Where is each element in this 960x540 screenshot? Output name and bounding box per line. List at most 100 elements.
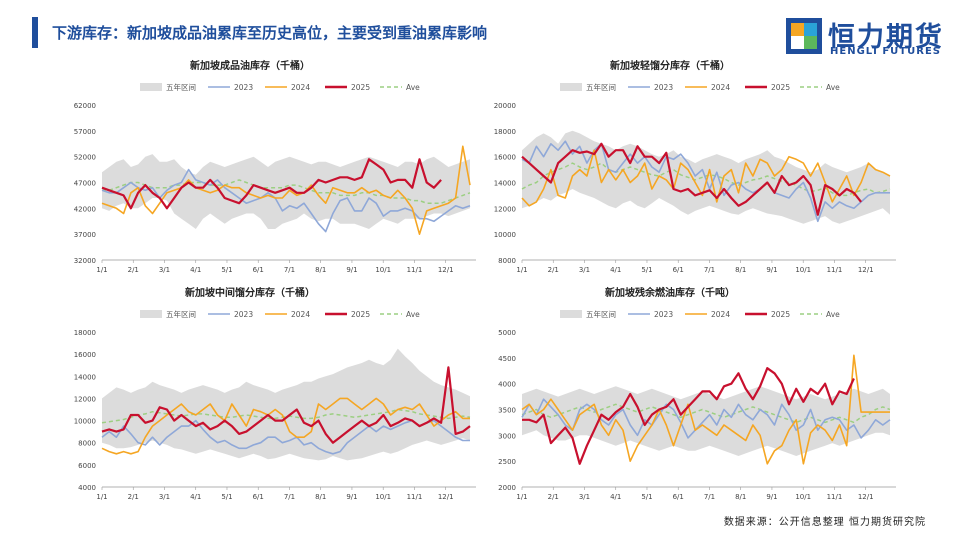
legend-label: 2025 [351,310,370,319]
x-tick-label: 7/1 [284,266,295,274]
series-line-2025 [521,142,862,216]
x-tick-label: 5/1 [641,266,652,274]
logo-name-cn: 恒力期货 [828,22,944,53]
x-tick-label: 10/1 [375,493,391,501]
x-tick-label: 2/1 [128,493,139,501]
x-tick-label: 12/1 [438,266,454,274]
y-tick-label: 52000 [74,154,96,162]
x-tick-label: 1/1 [96,266,107,274]
y-tick-label: 4000 [498,381,516,389]
brand-logo: 恒力期货 HENGLI FUTURES [786,15,946,59]
x-tick-label: 8/1 [315,266,326,274]
x-tick-label: 9/1 [346,493,357,501]
x-tick-label: 5/1 [641,493,652,501]
series-line-2023 [521,140,890,223]
legend-label: 2023 [654,83,673,92]
y-tick-label: 42000 [74,205,96,213]
series-line-2024 [521,354,890,465]
y-tick-label: 20000 [494,102,516,110]
chart-legend: 五年区间 2023 2024 2025 Ave [560,309,840,319]
y-tick-label: 4500 [498,355,516,363]
legend-label: 五年区间 [166,309,196,319]
y-tick-label: 14000 [494,180,516,188]
five-year-range-band [102,348,470,461]
chart-singapore-residual-fuel: 新加坡残余燃油库存（千吨） 五年区间 2023 2024 2025 Ave 2000 2500… [460,282,920,512]
x-tick-label: 12/1 [858,493,874,501]
x-tick-label: 1/1 [96,493,107,501]
chart-singapore-products-stock: 新加坡成品油库存（千桶） 五年区间 2023 2024 2025 Ave 32000 3700… [40,55,500,285]
x-tick-label: 4/1 [190,493,201,501]
x-tick-label: 7/1 [704,493,715,501]
five-year-range-band [522,386,890,456]
x-tick-label: 4/1 [610,493,621,501]
y-tick-label: 3000 [498,432,516,440]
y-tick-label: 14000 [74,373,96,381]
series-line-ave [521,403,891,424]
x-tick-label: 3/1 [159,493,170,501]
series-line-2024 [521,149,891,207]
x-tick-label: 11/1 [407,493,423,501]
x-tick-label: 11/1 [407,266,423,274]
series-line-2023 [521,398,891,439]
y-tick-label: 3500 [498,407,516,415]
page-title: 下游库存：新加坡成品油累库至历史高位，主要受到重油累库影响 [52,24,488,42]
x-tick-label: 12/1 [438,493,454,501]
legend-label: Ave [826,83,840,92]
y-tick-label: 8000 [78,440,96,448]
legend-label: 2024 [711,310,730,319]
legend-label: Ave [826,310,840,319]
y-tick-label: 47000 [74,180,96,188]
y-tick-label: 2500 [498,458,516,466]
y-tick-label: 62000 [74,102,96,110]
y-tick-label: 6000 [78,462,96,470]
chart-title: 新加坡成品油库存（千桶） [190,59,310,72]
chart-title: 新加坡轻馏分库存（千桶） [610,59,730,72]
x-tick-label: 5/1 [221,266,232,274]
legend-swatch-band [140,310,162,318]
y-tick-label: 16000 [74,351,96,359]
x-tick-label: 8/1 [735,266,746,274]
y-tick-label: 18000 [494,128,516,136]
chart-title: 新加坡中间馏分库存（千桶） [185,286,315,299]
legend-swatch-band [560,310,582,318]
x-tick-label: 10/1 [795,266,811,274]
y-tick-label: 4000 [78,484,96,492]
x-tick-label: 10/1 [795,493,811,501]
x-tick-label: 3/1 [579,266,590,274]
x-tick-label: 6/1 [673,266,684,274]
series-line-ave [102,179,471,204]
x-tick-label: 3/1 [579,493,590,501]
x-tick-label: 6/1 [673,493,684,501]
series-line-2023 [101,419,470,455]
logo-mark-icon [786,18,822,54]
x-tick-label: 1/1 [516,266,527,274]
series-line-ave [521,162,891,197]
x-tick-label: 3/1 [159,266,170,274]
legend-label: Ave [406,310,420,319]
legend-label: 2025 [351,83,370,92]
series-line-2023 [101,168,471,233]
x-tick-label: 1/1 [516,493,527,501]
data-source-note: 数据来源：公开信息整理 恒力期货研究院 [723,517,926,528]
x-tick-label: 8/1 [315,493,326,501]
legend-label: 2023 [234,83,253,92]
y-tick-label: 37000 [74,231,96,239]
y-tick-label: 16000 [494,154,516,162]
chart-title: 新加坡残余燃油库存（千吨） [605,286,735,299]
chart-legend: 五年区间 2023 2024 2025 Ave [140,309,420,319]
legend-label: 2023 [654,310,673,319]
legend-swatch-band [560,83,582,91]
x-tick-label: 11/1 [827,266,843,274]
legend-label: 2025 [771,310,790,319]
x-tick-label: 6/1 [253,493,264,501]
x-tick-label: 6/1 [253,266,264,274]
five-year-range-band [102,154,470,229]
x-tick-label: 2/1 [128,266,139,274]
legend-label: 2024 [291,310,310,319]
series-line-2025 [101,158,442,210]
y-tick-label: 57000 [74,128,96,136]
series-line-2025 [101,366,471,444]
legend-label: Ave [406,83,420,92]
x-tick-label: 11/1 [827,493,843,501]
x-tick-label: 2/1 [548,493,559,501]
